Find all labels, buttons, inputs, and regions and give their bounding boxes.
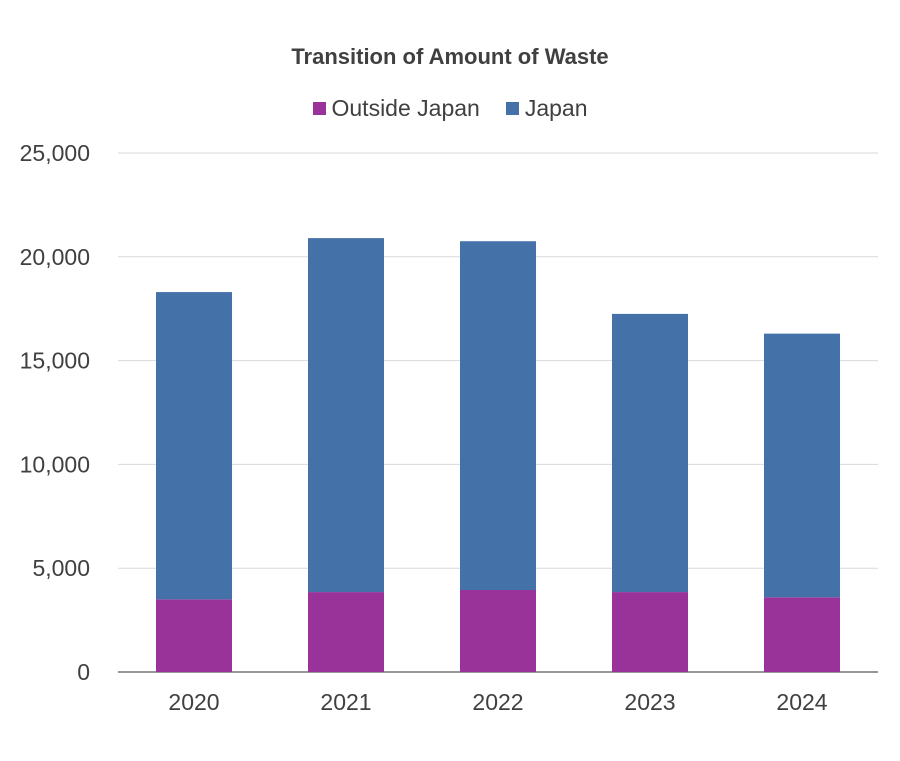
y-tick-label-15000: 15,000 xyxy=(20,348,90,374)
y-tick-label-20000: 20,000 xyxy=(20,244,90,270)
bar-japan-2021 xyxy=(308,238,384,593)
x-tick-label-2021: 2021 xyxy=(320,689,371,715)
bar-japan-2024 xyxy=(764,333,840,598)
bar-outside-japan-2024 xyxy=(764,597,840,672)
x-tick-label-2023: 2023 xyxy=(624,689,675,715)
y-tick-label-10000: 10,000 xyxy=(20,451,90,477)
legend-label-japan: Japan xyxy=(524,95,588,121)
bar-outside-japan-2022 xyxy=(460,589,536,672)
chart-title: Transition of Amount of Waste xyxy=(291,44,609,69)
y-tick-label-0: 0 xyxy=(77,659,90,685)
legend: Outside Japan Japan xyxy=(0,95,900,122)
bar-outside-japan-2020 xyxy=(156,599,232,672)
bar-outside-japan-2023 xyxy=(612,592,688,672)
x-tick-label-2020: 2020 xyxy=(168,689,219,715)
legend-swatch-japan xyxy=(505,102,519,115)
bar-japan-2022 xyxy=(460,241,536,590)
legend-item-outside-japan: Outside Japan xyxy=(312,95,480,122)
legend-label-outside-japan: Outside Japan xyxy=(331,95,480,121)
bar-japan-2023 xyxy=(612,313,688,593)
x-tick-label-2022: 2022 xyxy=(472,689,523,715)
x-tick-label-2024: 2024 xyxy=(776,689,827,715)
bar-japan-2020 xyxy=(156,292,232,600)
bar-outside-japan-2021 xyxy=(308,592,384,672)
y-tick-label-25000: 25,000 xyxy=(20,140,90,166)
legend-swatch-outside-japan xyxy=(312,102,326,115)
legend-item-japan: Japan xyxy=(505,95,588,122)
y-tick-label-5000: 5,000 xyxy=(32,555,90,581)
